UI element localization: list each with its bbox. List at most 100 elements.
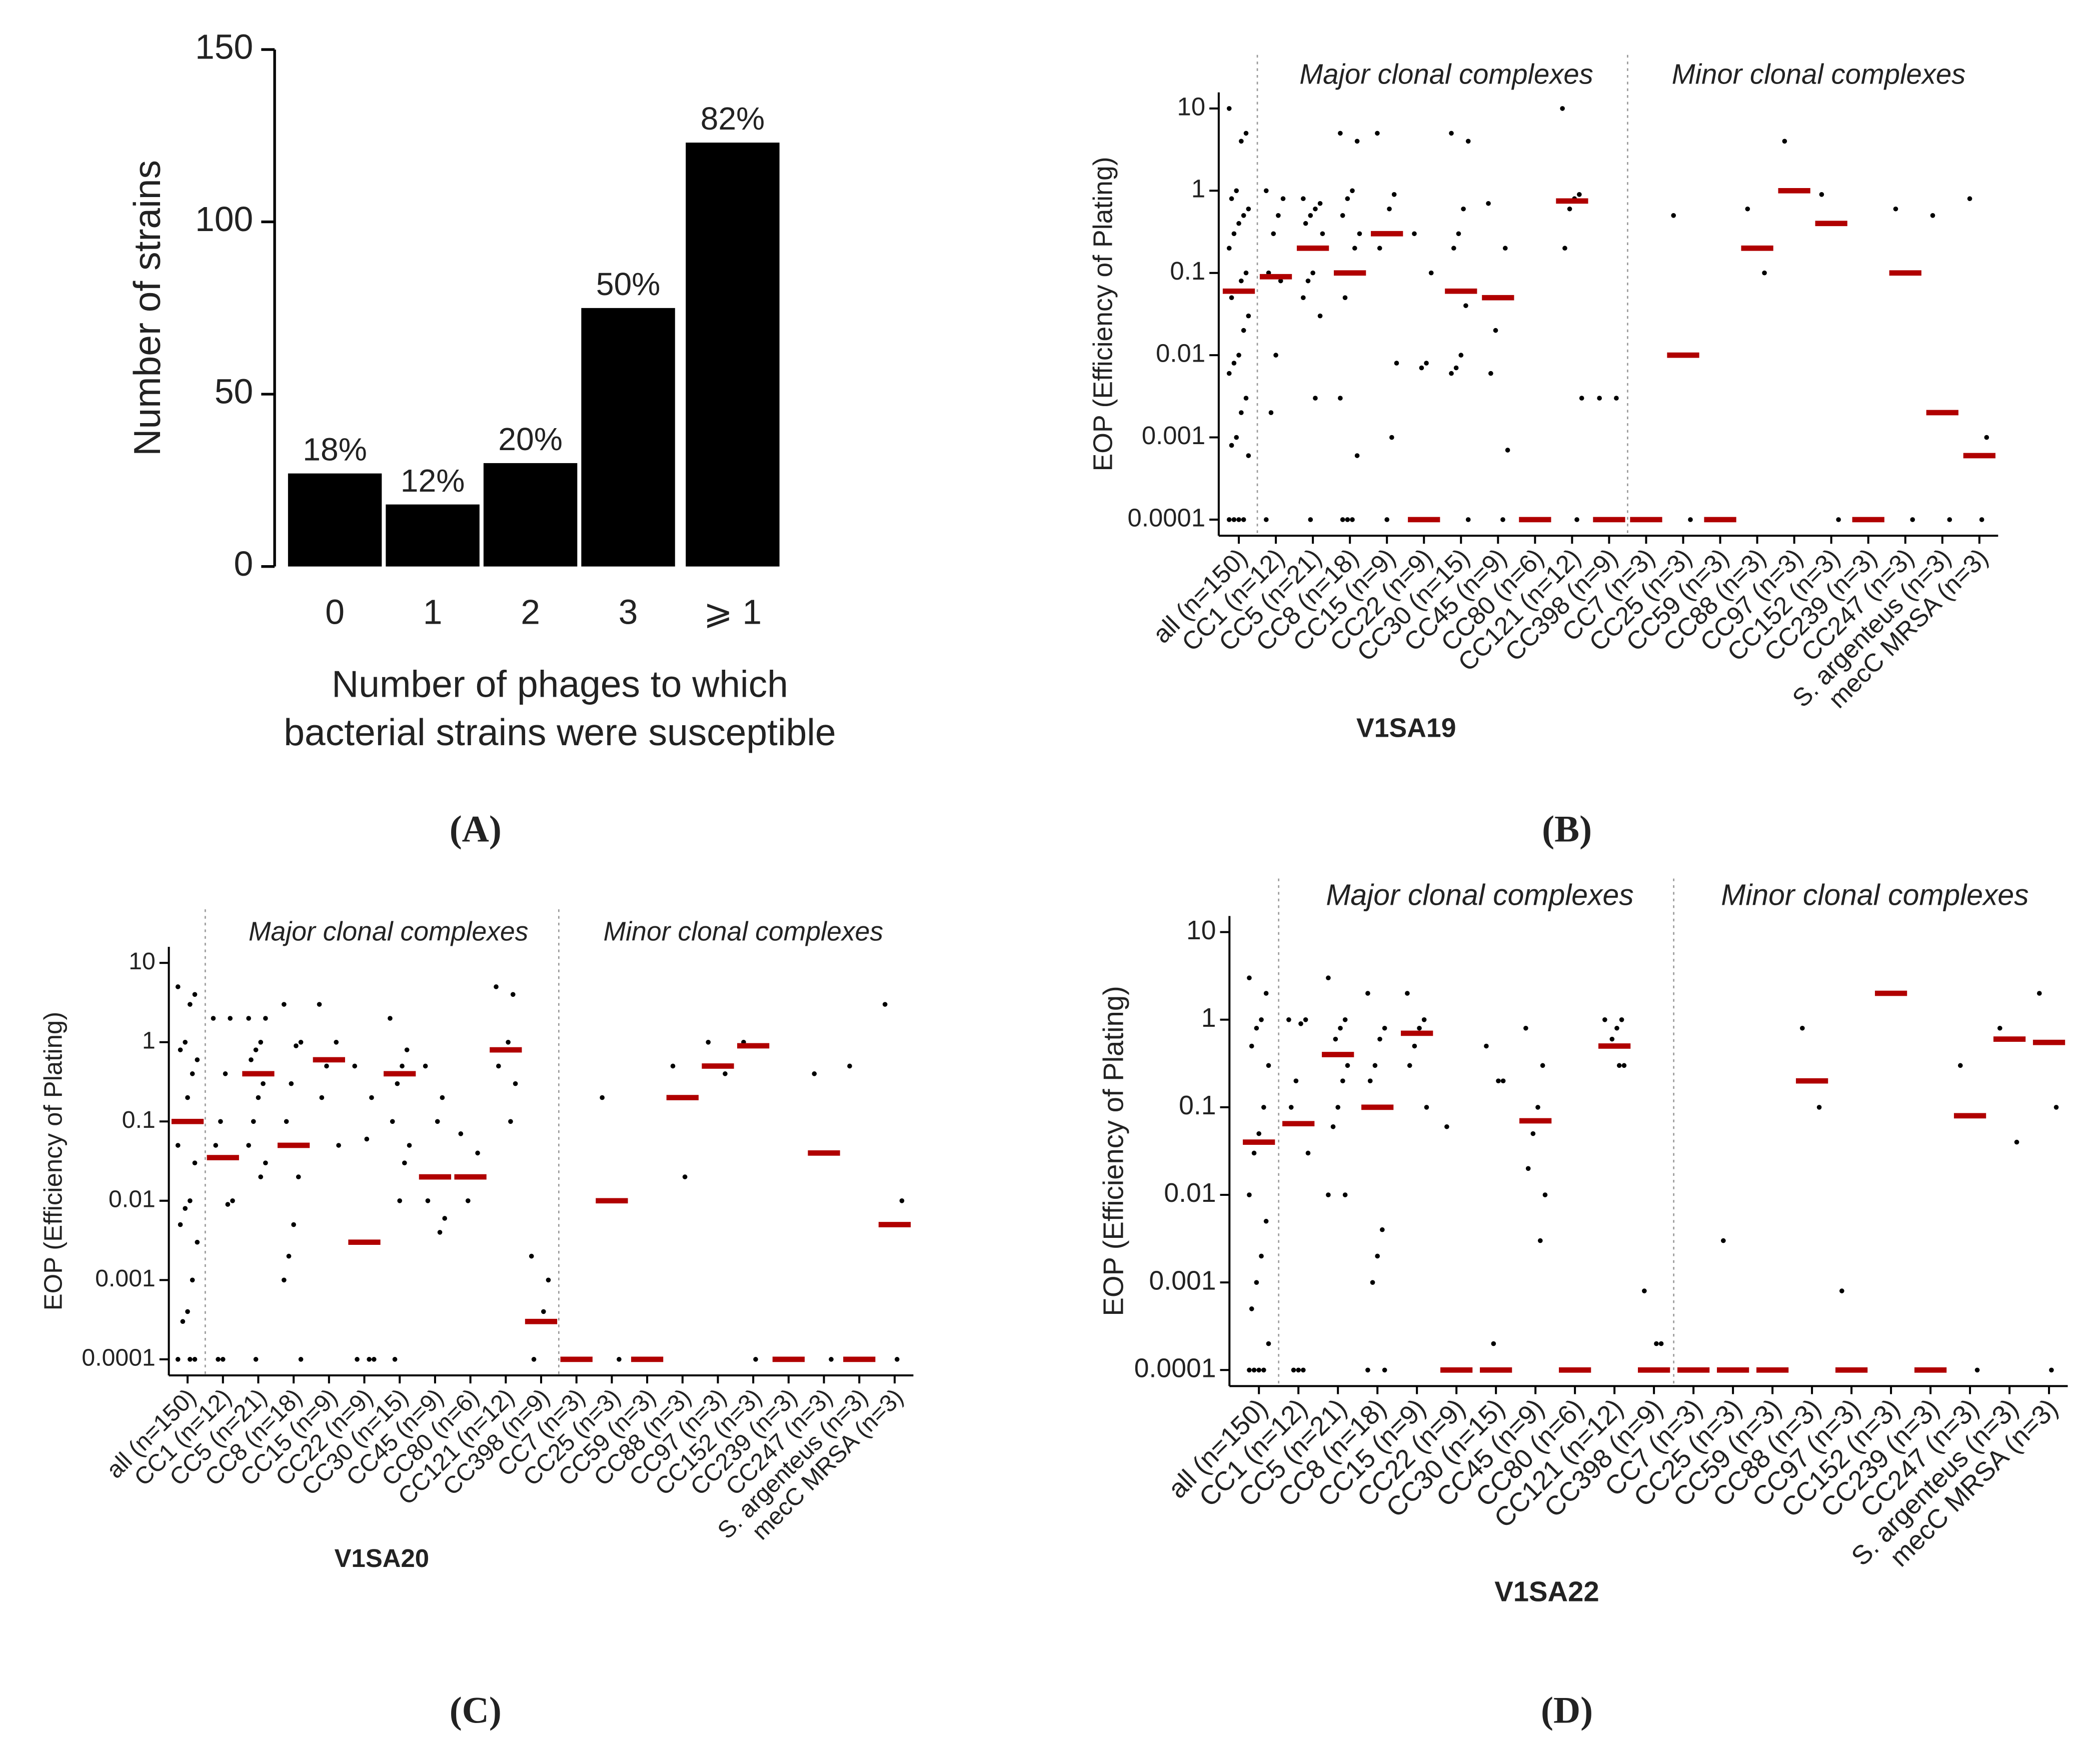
data-point <box>1251 1367 1257 1373</box>
x-tick-label: 3 <box>619 592 638 631</box>
bar <box>686 143 780 567</box>
data-point <box>1461 206 1466 212</box>
bar <box>483 463 578 567</box>
data-point <box>395 1081 400 1086</box>
data-point <box>496 1063 501 1069</box>
data-point <box>294 1043 299 1048</box>
data-point <box>1249 1043 1254 1049</box>
data-point <box>1261 1105 1266 1110</box>
data-point <box>1243 131 1249 136</box>
data-point <box>371 1357 377 1362</box>
data-point <box>1365 1367 1370 1373</box>
data-point <box>1377 1036 1382 1042</box>
y-tick-label: 0.001 <box>1142 421 1205 450</box>
data-point <box>706 1039 711 1045</box>
data-point <box>1387 206 1392 212</box>
data-point <box>1384 517 1390 522</box>
data-point <box>1782 139 1787 144</box>
data-point <box>1345 1063 1350 1068</box>
data-point <box>211 1016 216 1021</box>
data-point <box>616 1357 622 1362</box>
data-point <box>1254 1280 1259 1285</box>
data-point <box>1597 396 1602 401</box>
data-point <box>600 1095 605 1100</box>
data-point <box>442 1216 448 1221</box>
data-point <box>1382 1025 1387 1031</box>
data-point <box>1241 328 1246 333</box>
data-point <box>1658 1341 1664 1346</box>
data-point <box>1271 231 1276 237</box>
data-point <box>1382 1367 1387 1373</box>
data-point <box>2049 1367 2054 1373</box>
data-point <box>1226 517 1232 522</box>
data-point <box>1239 139 1244 144</box>
data-point <box>192 992 198 997</box>
data-point <box>1326 975 1331 981</box>
data-point <box>2053 1105 2059 1110</box>
data-point <box>475 1150 480 1156</box>
data-point <box>1424 1105 1429 1110</box>
data-point <box>183 1039 188 1045</box>
data-point <box>1800 1025 1805 1031</box>
data-point <box>1243 396 1249 401</box>
y-tick-label: 10 <box>129 948 156 975</box>
data-point <box>190 1071 195 1076</box>
data-point <box>1816 1105 1822 1110</box>
data-point <box>188 1002 193 1007</box>
data-point <box>1488 371 1493 376</box>
data-point <box>1236 353 1241 358</box>
value-label: 18% <box>303 432 367 468</box>
data-point <box>1525 1166 1531 1171</box>
data-point <box>1236 517 1241 522</box>
data-point <box>1247 1192 1252 1197</box>
y-tick-label: 10 <box>1177 92 1206 121</box>
data-point <box>1530 1131 1536 1136</box>
y-tick-label: 0.1 <box>1179 1091 1216 1120</box>
data-point <box>1688 517 1693 522</box>
y-tick-label: 0.001 <box>1149 1266 1216 1295</box>
data-point <box>1463 303 1468 308</box>
data-point <box>1234 188 1239 194</box>
data-point <box>324 1063 329 1069</box>
x-tick-label: 1 <box>423 592 443 631</box>
data-point <box>1893 206 1898 212</box>
data-point <box>1574 517 1579 522</box>
x-axis-title: bacterial strains were susceptible <box>284 711 836 753</box>
data-point <box>1340 517 1345 522</box>
data-point <box>364 1136 370 1142</box>
data-point <box>1412 1043 1417 1049</box>
y-tick-label: 0.001 <box>95 1265 156 1292</box>
bar <box>288 473 382 567</box>
data-point <box>1317 313 1323 319</box>
data-point <box>1338 396 1343 401</box>
annotation: Minor clonal complexes <box>1672 58 1965 90</box>
data-point <box>1391 192 1397 197</box>
data-point <box>1947 517 1952 522</box>
panel-label: (C) <box>450 1690 502 1731</box>
data-point <box>682 1174 688 1179</box>
data-point <box>192 1357 198 1362</box>
data-point <box>404 1047 410 1052</box>
data-point <box>1407 1063 1412 1068</box>
y-tick-label: 0.0001 <box>1134 1353 1216 1383</box>
data-point <box>1276 213 1281 218</box>
data-point <box>195 1057 200 1062</box>
data-point <box>1419 365 1424 371</box>
data-point <box>1350 517 1355 522</box>
data-point <box>263 1160 268 1166</box>
data-point <box>670 1063 676 1069</box>
value-label: 50% <box>596 266 661 302</box>
y-tick-label: 0.0001 <box>1128 503 1206 532</box>
data-point <box>289 1081 294 1086</box>
data-point <box>1301 196 1306 202</box>
data-point <box>1484 1043 1489 1049</box>
data-point <box>1451 246 1456 251</box>
data-point <box>1449 371 1454 376</box>
data-point <box>1340 1078 1345 1084</box>
data-point <box>1241 517 1246 522</box>
data-point <box>1654 1341 1659 1346</box>
data-point <box>1367 1078 1373 1084</box>
y-tick-label: 0 <box>234 544 254 583</box>
data-point <box>546 1277 551 1283</box>
